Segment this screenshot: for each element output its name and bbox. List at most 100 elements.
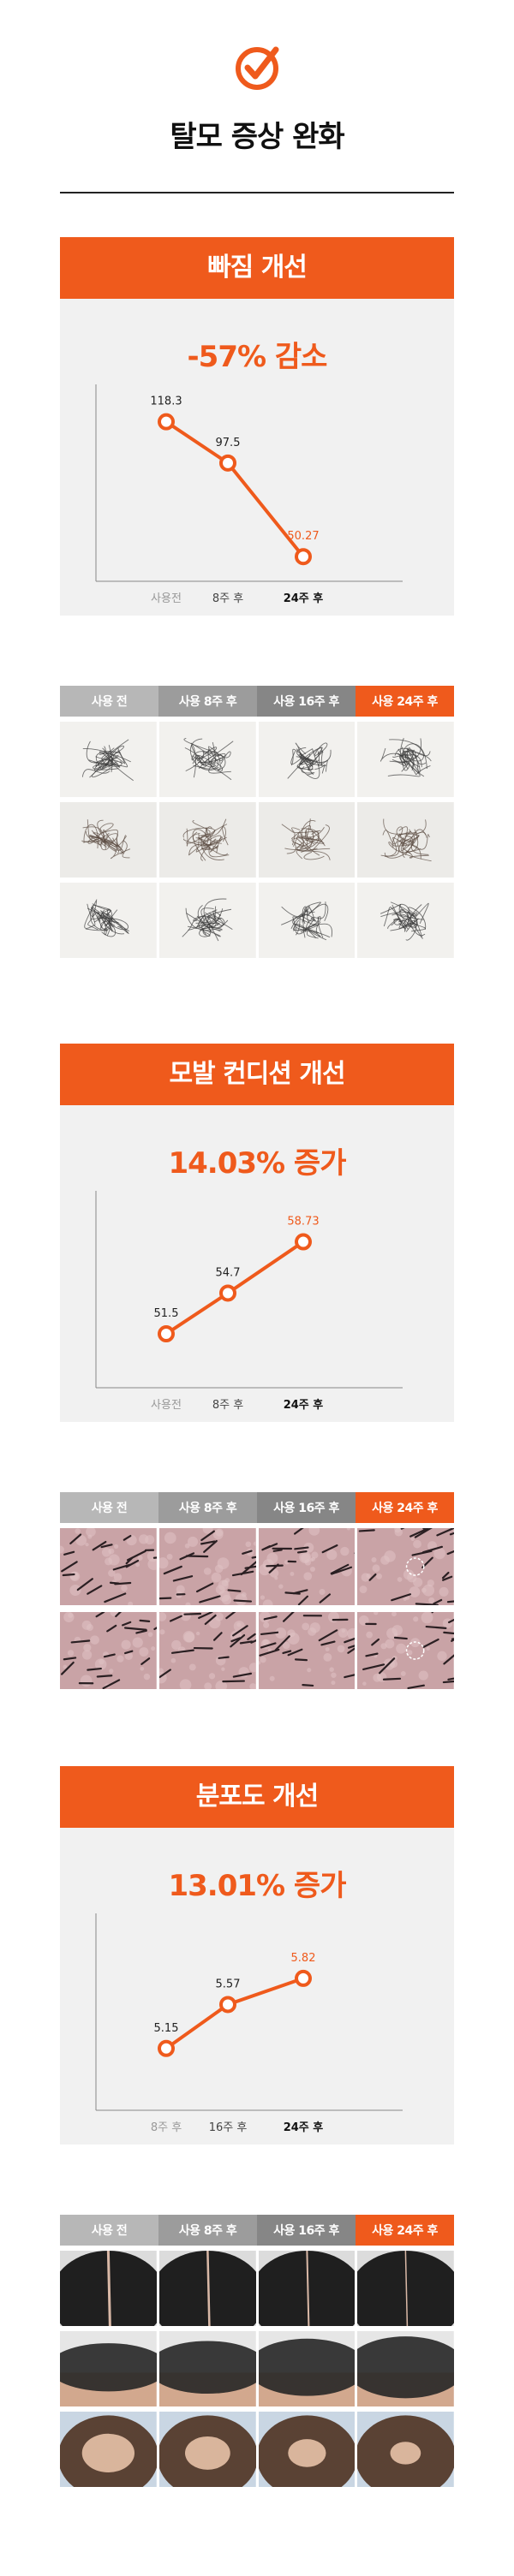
chart-headline: 13.01% 증가	[168, 1869, 346, 1903]
check-circle-icon	[236, 46, 279, 90]
gallery-row	[60, 1612, 454, 1689]
x-tick-label: 24주 후	[284, 2121, 324, 2134]
data-point	[158, 1325, 175, 1343]
gallery-header: 사용 전 사용 8주 후 사용 16주 후 사용 24주 후	[60, 1492, 454, 1523]
gallery-row	[60, 722, 454, 797]
gallery-photo	[255, 722, 356, 797]
line-chart-distribution: 5.15 8주 후 5.57 16주 후 5.82 24주 후	[95, 1913, 403, 2134]
x-tick-label: 사용전	[151, 592, 182, 605]
data-point	[219, 1284, 236, 1302]
chart-panel-condition: 14.03% 증가 51.5 사용전 54.7 8주 후 58.73 24주 후	[60, 1105, 454, 1422]
line-chart-condition: 51.5 사용전 54.7 8주 후 58.73 24주 후	[95, 1191, 403, 1412]
chart-headline: 14.03% 증가	[168, 1146, 346, 1181]
gallery-photo	[60, 883, 157, 958]
gallery-photo	[60, 722, 157, 797]
gallery-photo	[355, 722, 454, 797]
data-label: 5.57	[216, 1978, 241, 1990]
gallery-header: 사용 전 사용 8주 후 사용 16주 후 사용 24주 후	[60, 2215, 454, 2246]
gallery-photo	[255, 1612, 356, 1689]
gallery-row	[60, 2331, 454, 2406]
gallery-label-24w: 사용 24주 후	[356, 686, 454, 717]
data-point	[219, 454, 236, 472]
data-label: 5.15	[154, 2022, 179, 2035]
gallery-label-24w: 사용 24주 후	[356, 2215, 454, 2246]
gallery-label-16w: 사용 16주 후	[257, 1492, 356, 1523]
gallery-row	[60, 1528, 454, 1605]
x-tick-label: 8주 후	[212, 1399, 243, 1412]
gallery-photo	[60, 2251, 157, 2326]
gallery-row	[60, 2251, 454, 2326]
gallery-photo	[60, 1612, 157, 1689]
gallery-label-before: 사용 전	[60, 686, 158, 717]
data-point	[158, 2039, 175, 2057]
gallery-photo	[156, 722, 256, 797]
gallery-distribution: 사용 전 사용 8주 후 사용 16주 후 사용 24주 후	[60, 2215, 454, 2487]
x-tick-label: 16주 후	[209, 2121, 248, 2134]
line-chart-shedding: 118.3 사용전 97.5 8주 후 50.27 24주 후	[95, 384, 403, 605]
gallery-photo	[355, 1528, 454, 1605]
gallery-photo	[355, 1612, 454, 1689]
data-label: 97.5	[216, 437, 241, 449]
data-label: 58.73	[287, 1216, 319, 1229]
gallery-photo	[60, 802, 157, 878]
gallery-label-8w: 사용 8주 후	[158, 1492, 257, 1523]
gallery-label-16w: 사용 16주 후	[257, 2215, 356, 2246]
x-tick-label: 사용전	[151, 1399, 182, 1412]
gallery-photo	[355, 2251, 454, 2326]
title-divider	[60, 192, 454, 193]
gallery-photo	[255, 802, 356, 878]
gallery-header: 사용 전 사용 8주 후 사용 16주 후 사용 24주 후	[60, 686, 454, 717]
section-title-distribution: 분포도 개선	[60, 1766, 454, 1828]
gallery-condition: 사용 전 사용 8주 후 사용 16주 후 사용 24주 후	[60, 1492, 454, 1689]
data-label: 5.82	[291, 1952, 316, 1965]
data-point	[295, 1233, 312, 1251]
gallery-photo	[355, 2412, 454, 2487]
data-point	[295, 548, 312, 566]
gallery-photo	[156, 2412, 256, 2487]
section-title-condition: 모발 컨디션 개선	[60, 1044, 454, 1105]
gallery-photo	[355, 2331, 454, 2406]
data-point	[158, 413, 175, 431]
gallery-photo	[156, 2331, 256, 2406]
gallery-photo	[60, 1528, 157, 1605]
gallery-photo	[156, 883, 256, 958]
gallery-photo	[255, 2251, 356, 2326]
section-title-shedding: 빠짐 개선	[60, 237, 454, 299]
gallery-photo	[60, 2412, 157, 2487]
data-point	[295, 1969, 312, 1987]
gallery-label-before: 사용 전	[60, 2215, 158, 2246]
gallery-shedding: 사용 전 사용 8주 후 사용 16주 후 사용 24주 후	[60, 686, 454, 958]
data-label: 118.3	[150, 396, 182, 408]
data-label: 54.7	[216, 1266, 241, 1279]
gallery-photo	[255, 1528, 356, 1605]
gallery-photo	[156, 1612, 256, 1689]
data-label: 51.5	[154, 1307, 179, 1320]
x-tick-label: 8주 후	[151, 2121, 182, 2134]
page-title: 탈모 증상 완화	[170, 120, 344, 154]
gallery-label-24w: 사용 24주 후	[356, 1492, 454, 1523]
gallery-photo	[255, 883, 356, 958]
gallery-photo	[60, 2331, 157, 2406]
gallery-row	[60, 883, 454, 958]
x-tick-label: 24주 후	[284, 592, 324, 605]
chart-panel-shedding: -57% 감소 118.3 사용전 97.5 8주 후 50.27 24주 후	[60, 299, 454, 616]
gallery-row	[60, 2412, 454, 2487]
gallery-row	[60, 802, 454, 878]
gallery-photo	[355, 802, 454, 878]
gallery-label-8w: 사용 8주 후	[158, 686, 257, 717]
data-point	[219, 1996, 236, 2014]
chart-headline: -57% 감소	[187, 340, 328, 374]
data-label: 50.27	[287, 530, 319, 543]
gallery-label-16w: 사용 16주 후	[257, 686, 356, 717]
gallery-photo	[156, 2251, 256, 2326]
series-line	[164, 1240, 305, 1336]
gallery-photo	[355, 883, 454, 958]
x-tick-label: 24주 후	[284, 1398, 324, 1412]
gallery-label-before: 사용 전	[60, 1492, 158, 1523]
gallery-label-8w: 사용 8주 후	[158, 2215, 257, 2246]
chart-panel-distribution: 13.01% 증가 5.15 8주 후 5.57 16주 후 5.82 24주 후	[60, 1828, 454, 2145]
gallery-photo	[255, 2412, 356, 2487]
gallery-photo	[156, 1528, 256, 1605]
gallery-photo	[255, 2331, 356, 2406]
